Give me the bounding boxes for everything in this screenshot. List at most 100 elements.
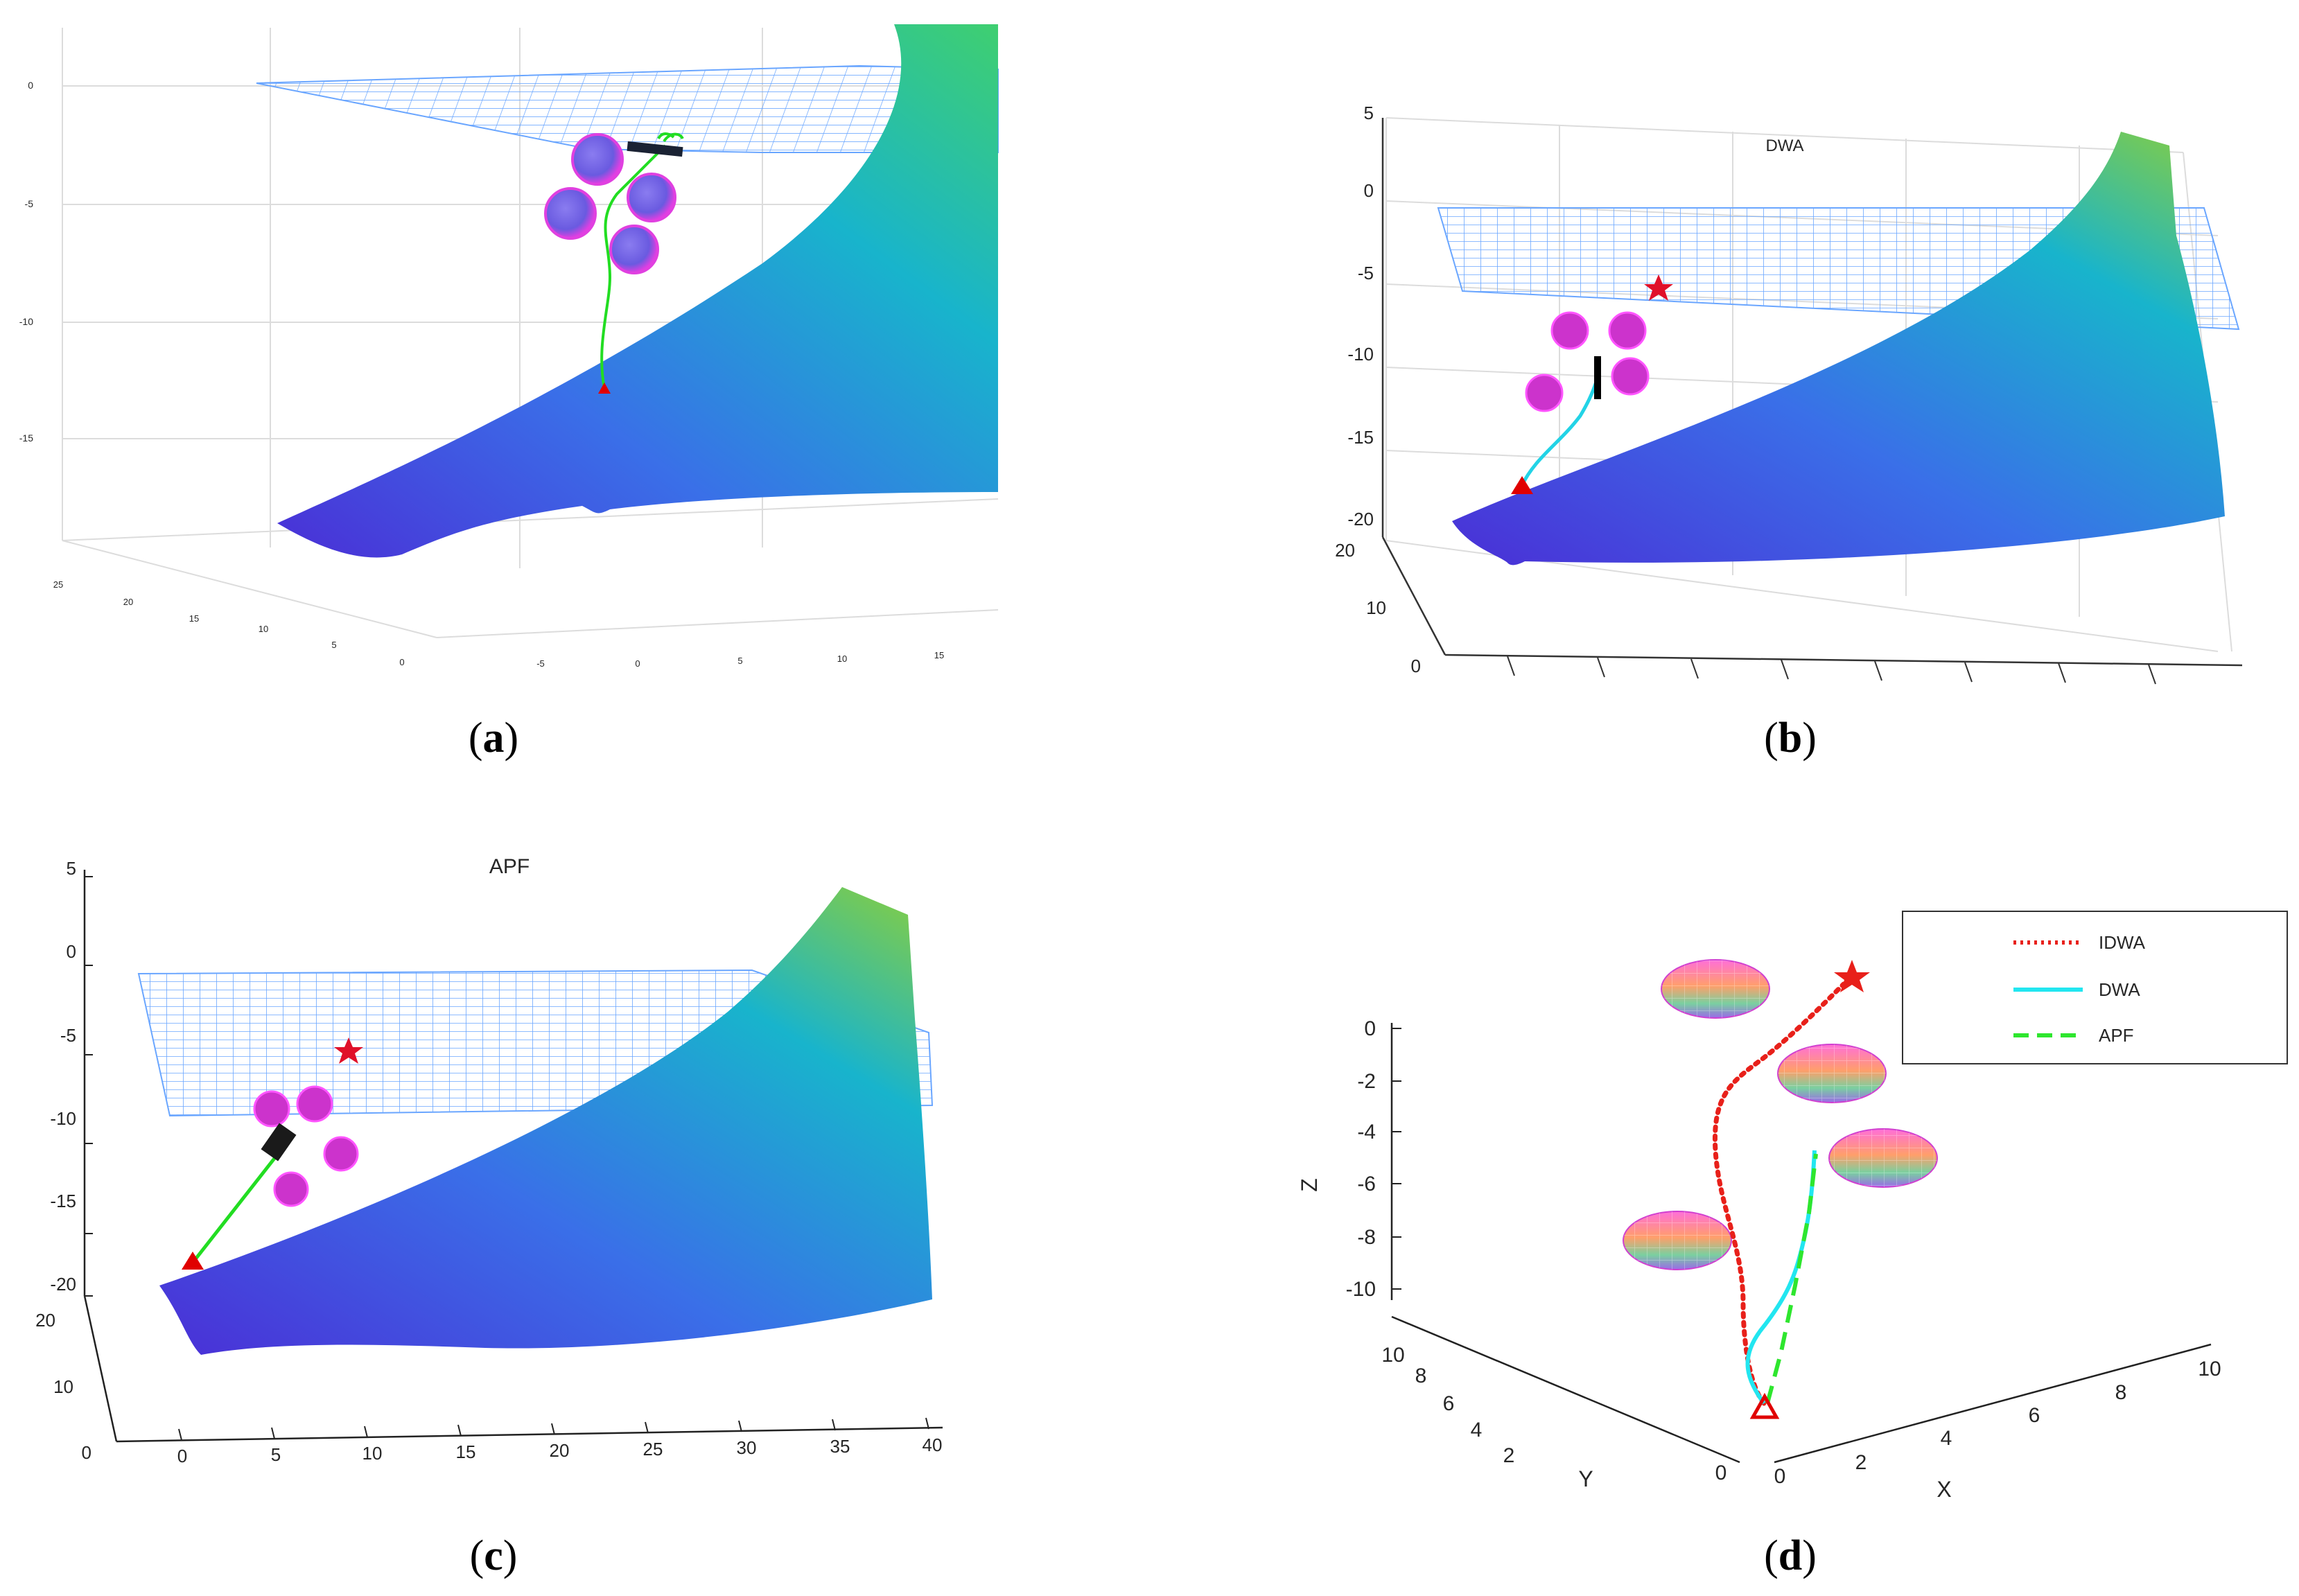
panel-c-x-tick: 30 <box>737 1437 757 1458</box>
panel-a-obstacle <box>544 187 597 240</box>
panel-d-legend-dwa-label: DWA <box>2099 979 2140 1000</box>
panel-b-surface <box>1452 132 2225 565</box>
panel-a-x-ticks: -5 0 5 10 15 <box>536 650 944 669</box>
panel-a-x-tick: 0 <box>635 658 640 669</box>
panel-b-z-tick: 0 <box>1364 180 1374 201</box>
panel-d-x-tick: 2 <box>1855 1451 1867 1474</box>
panel-d-y-tick: 0 <box>1715 1462 1727 1484</box>
panel-c-y-ticks: 20 10 0 <box>35 1310 91 1463</box>
panel-b-goal-marker <box>1644 274 1673 301</box>
panel-d-caption: (d) <box>1764 1532 1817 1579</box>
panel-c-x-tick: 10 <box>362 1443 383 1464</box>
panel-c-x-tick: 0 <box>177 1446 187 1466</box>
panel-c-vehicle <box>261 1123 297 1161</box>
panel-d-y-tick: 2 <box>1503 1444 1515 1467</box>
panel-a-y-ticks: 25 20 15 10 5 0 <box>53 579 405 667</box>
panel-d-obstacle <box>1777 1044 1887 1103</box>
panel-d-y-ticks: 10 8 6 4 2 0 <box>1381 1344 1727 1484</box>
panel-a: 0 -5 -10 -15 25 20 15 10 5 0 -5 0 5 10 1… <box>19 24 999 762</box>
panel-c-x-ticks: 0 5 10 15 20 25 30 35 40 <box>177 1435 943 1466</box>
panel-c-start-marker <box>182 1252 204 1270</box>
panel-a-y-tick: 0 <box>399 657 404 667</box>
panel-d-legend <box>1902 911 2288 1064</box>
panel-b-vehicle <box>1594 356 1601 399</box>
panel-c-obstacle <box>296 1085 333 1123</box>
panel-c-obstacle <box>253 1090 290 1128</box>
panel-b-obstacle <box>1611 357 1650 396</box>
panel-a-z-ticks: 0 -5 -10 -15 <box>19 80 33 444</box>
panel-a-x-tick: 10 <box>837 654 847 664</box>
panel-a-vehicle <box>627 141 683 157</box>
panel-c-z-tick: -5 <box>60 1025 76 1046</box>
panel-d-x-tick: 6 <box>2029 1404 2040 1427</box>
panel-b-y-ticks: 20 10 0 <box>1335 540 1421 676</box>
panel-d-series-apf <box>1765 1153 1818 1404</box>
panel-a-obstacle <box>627 173 676 222</box>
panel-d-legend-apf-label: APF <box>2099 1025 2134 1046</box>
panel-d-obstacle <box>1828 1128 1938 1188</box>
panel-b-z-tick: -5 <box>1358 263 1374 283</box>
panel-a-path <box>600 144 667 389</box>
panel-c-z-ticks: 5 0 -5 -10 -15 -20 <box>50 858 76 1295</box>
panel-c-y-tick: 10 <box>53 1376 73 1397</box>
panel-c-z-tick: -10 <box>50 1108 76 1129</box>
panel-b-obstacles <box>1525 311 1650 412</box>
panel-c-obstacle <box>273 1171 309 1207</box>
panel-b-x-tickmarks <box>1507 656 2156 685</box>
panel-d-goal-marker <box>1834 960 1870 992</box>
panel-c-z-tick: 5 <box>67 858 76 879</box>
panel-b-obstacle <box>1525 374 1564 412</box>
panel-d: IDWA DWA APF <box>1297 911 2288 1579</box>
panel-d-axes <box>1390 1023 2212 1464</box>
panel-a-y-tick: 10 <box>259 624 268 634</box>
panel-d-z-tick: -8 <box>1357 1226 1376 1249</box>
panel-d-y-tick: 6 <box>1443 1392 1455 1415</box>
panel-b-z-tick: 5 <box>1364 103 1374 123</box>
panel-c-caption: (c) <box>470 1532 518 1579</box>
panel-a-z-tick: -10 <box>19 316 33 327</box>
panel-a-obstacles <box>544 133 676 274</box>
panel-b-y-tick: 20 <box>1335 540 1355 561</box>
panel-d-legend-idwa-label: IDWA <box>2099 932 2146 953</box>
panel-c-x-tick: 35 <box>830 1436 850 1457</box>
panel-d-x-ticks: 0 2 4 6 8 10 <box>1774 1358 2221 1488</box>
panel-b-caption: (b) <box>1764 714 1817 762</box>
panel-a-y-tick: 15 <box>189 613 199 624</box>
panel-b-path <box>1519 377 1600 488</box>
panel-d-obstacle <box>1623 1211 1732 1270</box>
panel-c-obstacle <box>323 1136 359 1172</box>
panel-a-x-tick: 15 <box>934 650 944 660</box>
panel-d-series-dwa <box>1745 1150 1817 1405</box>
panel-d-x-label: X <box>1937 1477 1951 1502</box>
panel-d-x-tick: 0 <box>1774 1465 1786 1488</box>
panel-a-z-tick: -15 <box>19 432 33 444</box>
panel-c-z-tick: -20 <box>50 1274 76 1295</box>
panel-a-y-tick: 20 <box>123 597 133 607</box>
panel-d-y-tick: 4 <box>1471 1419 1483 1441</box>
panel-d-z-tickmarks <box>1392 1028 1401 1290</box>
panel-b-z-ticks: 5 0 -5 -10 -15 -20 <box>1347 103 1374 529</box>
panel-b: DWA 5 0 -5 -10 -15 -20 20 10 0 (b) <box>1335 103 2243 762</box>
panel-a-obstacle <box>609 225 659 274</box>
panel-a-x-tick: -5 <box>536 658 545 669</box>
panel-d-z-tick: -2 <box>1357 1070 1376 1093</box>
panel-d-x-tick: 4 <box>1941 1427 1952 1450</box>
panel-c-tickmarks <box>85 876 929 1441</box>
panel-d-z-tick: 0 <box>1364 1017 1376 1040</box>
panel-c-path <box>191 1149 282 1264</box>
panel-b-obstacle <box>1550 311 1589 350</box>
panel-a-path-end <box>657 132 684 143</box>
panel-b-z-tick: -15 <box>1347 427 1374 448</box>
panel-b-obstacle <box>1608 311 1647 350</box>
panel-c-goal-marker <box>334 1037 363 1064</box>
panel-c-surface <box>159 887 932 1355</box>
panel-a-surface <box>277 24 998 558</box>
panel-c: APF 5 0 -5 -10 -15 -20 20 10 0 0 5 10 15… <box>35 855 943 1579</box>
panel-d-obstacle <box>1661 959 1770 1019</box>
panel-b-z-tick: -20 <box>1347 509 1374 529</box>
panel-a-y-tick: 25 <box>53 579 63 590</box>
panel-b-y-tick: 10 <box>1366 597 1386 618</box>
panel-d-z-label: Z <box>1297 1178 1322 1192</box>
panel-a-z-tick: -5 <box>25 198 34 209</box>
